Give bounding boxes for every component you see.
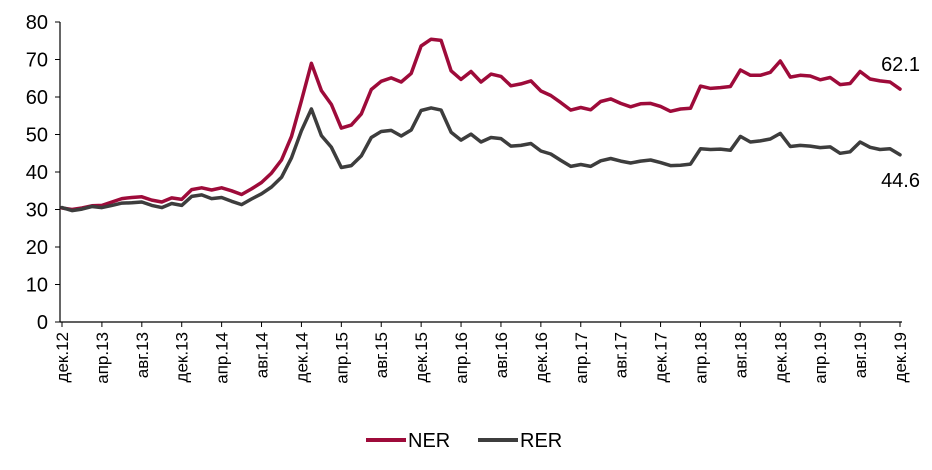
x-tick-label: апр.17: [572, 332, 591, 384]
chart-axes: [55, 21, 902, 327]
y-tick-label: 30: [26, 200, 48, 222]
x-axis-tick-labels: дек.12 апр.13 авг.13 дек.13 апр.14 авг.14 дек.…: [53, 332, 910, 384]
end-value-annotations: 62.1 44.6: [881, 54, 920, 192]
x-tick-label: дек.15: [412, 332, 431, 382]
x-tick-label: авг.18: [731, 332, 750, 378]
x-tick-label: дек.16: [532, 332, 551, 382]
y-tick-label: 20: [26, 237, 48, 259]
y-tick-label: 80: [26, 12, 48, 34]
x-tick-label: дек.14: [292, 332, 311, 382]
x-tick-label: апр.18: [691, 332, 710, 384]
series-line-ner: [60, 37, 902, 212]
chart-legend: NER RER: [366, 430, 562, 452]
x-tick-label: авг.17: [612, 332, 631, 378]
x-tick-label: дек.17: [652, 332, 671, 382]
y-tick-label: 60: [26, 87, 48, 109]
x-tick-label: авг.19: [851, 332, 870, 378]
x-tick-label: авг.14: [253, 332, 272, 378]
x-tick-label: апр.14: [213, 332, 232, 384]
x-tick-label: авг.13: [133, 332, 152, 378]
chart-series-lines: [60, 37, 902, 213]
x-tick-label: апр.19: [811, 332, 830, 384]
series-line-rer: [60, 106, 902, 213]
y-tick-label: 70: [26, 50, 48, 72]
end-label-rer: 44.6: [881, 170, 920, 192]
legend-label-ner: NER: [408, 430, 450, 452]
y-tick-label: 40: [26, 162, 48, 184]
x-tick-label: апр.16: [452, 332, 471, 384]
x-tick-label: дек.19: [891, 332, 910, 382]
y-axis-tick-labels: 0 10 20 30 40 50 60 70 80: [26, 12, 48, 334]
end-label-ner: 62.1: [881, 54, 920, 76]
x-tick-label: дек.18: [771, 332, 790, 382]
x-tick-label: апр.13: [93, 332, 112, 384]
x-tick-label: дек.12: [53, 332, 72, 382]
x-tick-label: дек.13: [173, 332, 192, 382]
x-tick-label: авг.16: [492, 332, 511, 378]
legend-label-rer: RER: [520, 430, 562, 452]
y-tick-label: 50: [26, 125, 48, 147]
y-tick-label: 10: [26, 275, 48, 297]
y-tick-label: 0: [37, 312, 48, 334]
x-tick-label: апр.15: [332, 332, 351, 384]
x-tick-label: авг.15: [372, 332, 391, 378]
